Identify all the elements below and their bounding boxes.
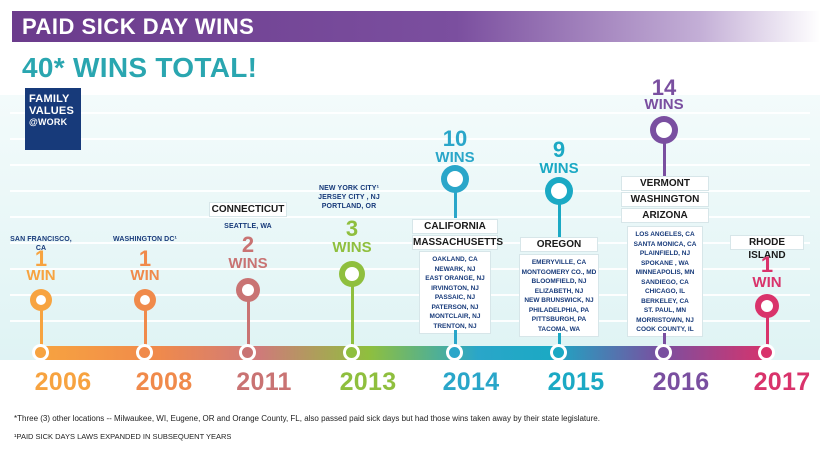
- wins-label-2011: WINS: [228, 255, 268, 272]
- pin-center-2015: [551, 183, 567, 199]
- timeline-dot-2008: [136, 344, 153, 361]
- year-2013: 2013: [339, 368, 397, 396]
- count-2013: 3: [345, 216, 359, 241]
- wins-label-2008: WIN: [130, 267, 160, 284]
- state-washington: WASHINGTON: [622, 193, 708, 206]
- wins-label-2014: WINS: [435, 149, 475, 166]
- background-stripe: [10, 190, 810, 192]
- year-2015: 2015: [547, 368, 605, 396]
- city-list-2015: EMERYVILLE, CA MONTGOMERY CO., MD BLOOMF…: [520, 255, 598, 336]
- pin-stem-2014: [453, 192, 457, 218]
- timeline-bar: [40, 346, 770, 360]
- timeline-dot-2014: [446, 344, 463, 361]
- state-vermont: VERMONT: [622, 177, 708, 190]
- locations-2006: SAN FRANCISCO, CA: [10, 236, 72, 252]
- header-bar: [12, 11, 820, 42]
- background-stripe: [10, 164, 810, 166]
- page-title: PAID SICK DAY WINS: [22, 14, 255, 39]
- year-2011: 2011: [236, 368, 292, 396]
- city-list-2014: OAKLAND, CA NEWARK, NJ EAST ORANGE, NJ I…: [420, 252, 490, 333]
- state-california: CALIFORNIA: [413, 220, 497, 233]
- pin-stem-lower-2015: [557, 333, 561, 346]
- year-2008: 2008: [135, 368, 193, 396]
- background-stripe: [10, 112, 810, 114]
- state-arizona: ARIZONA: [622, 209, 708, 222]
- background-stripe: [10, 242, 810, 244]
- pin-stem-2015: [557, 204, 561, 237]
- wins-label-2015: WINS: [539, 160, 579, 177]
- pin-center-2016: [656, 122, 672, 138]
- background-stripe: [10, 268, 810, 270]
- footnote-other-locations: *Three (3) other locations -- Milwaukee,…: [14, 414, 600, 423]
- count-2014: 10: [442, 126, 468, 151]
- pin-center-2013: [345, 267, 359, 281]
- family-values-at-work-logo: FAMILY VALUES @WORK: [25, 88, 81, 150]
- pin-stem-2016: [662, 143, 666, 176]
- pin-stem-lower-2014: [453, 330, 457, 346]
- count-2017: 1: [760, 252, 774, 277]
- pin-stem-2013: [350, 286, 354, 346]
- state-oregon: OREGON: [521, 238, 597, 251]
- wins-label-2017: WIN: [752, 274, 782, 291]
- state-massachusetts: MASSACHUSETTS: [413, 236, 504, 249]
- year-2017: 2017: [753, 368, 811, 396]
- year-2016: 2016: [652, 368, 710, 396]
- city-list-2016: LOS ANGELES, CA SANTA MONICA, CA PLAINFI…: [628, 227, 702, 336]
- background-stripe: [10, 294, 810, 296]
- year-2006: 2006: [34, 368, 92, 396]
- wins-label-2016: WINS: [644, 96, 684, 113]
- timeline-dot-2016: [655, 344, 672, 361]
- pin-stem-2011: [246, 301, 250, 346]
- state-rhode-island: RHODE ISLAND: [731, 236, 803, 261]
- footnote-expanded-laws: ¹PAID SICK DAYS LAWS EXPANDED IN SUBSEQU…: [14, 432, 232, 441]
- timeline-dot-2015: [550, 344, 567, 361]
- count-2015: 9: [552, 137, 566, 162]
- pin-center-2006: [36, 295, 46, 305]
- timeline-dot-2011: [239, 344, 256, 361]
- state-connecticut: CONNECTICUT: [210, 203, 286, 216]
- locations-2011: SEATTLE, WA: [224, 223, 272, 230]
- wins-total-heading: 40* WINS TOTAL!: [22, 52, 258, 83]
- pin-stem-2006: [39, 310, 43, 346]
- wins-label-2006: WIN: [26, 267, 56, 284]
- timeline-dot-2013: [343, 344, 360, 361]
- pin-center-2008: [140, 295, 150, 305]
- locations-2013: NEW YORK CITY¹ JERSEY CITY , NJ PORTLAND…: [318, 185, 380, 210]
- count-2011: 2: [241, 232, 255, 257]
- pin-stem-2017: [765, 317, 769, 346]
- background-stripe: [10, 138, 810, 140]
- timeline-dot-2006: [32, 344, 49, 361]
- timeline-dot-2017: [758, 344, 775, 361]
- pin-center-2017: [761, 300, 773, 312]
- year-2014: 2014: [442, 368, 500, 396]
- pin-center-2014: [447, 171, 463, 187]
- locations-2008: WASHINGTON DC¹: [113, 236, 177, 243]
- pin-stem-2008: [143, 310, 147, 346]
- count-2006: 1: [34, 246, 48, 271]
- pin-stem-lower-2016: [662, 333, 666, 346]
- count-2008: 1: [138, 246, 152, 271]
- count-2016: 14: [651, 75, 677, 100]
- pin-center-2011: [242, 284, 254, 296]
- background-stripe: [10, 320, 810, 322]
- background-stripe: [10, 216, 810, 218]
- wins-label-2013: WINS: [332, 239, 372, 256]
